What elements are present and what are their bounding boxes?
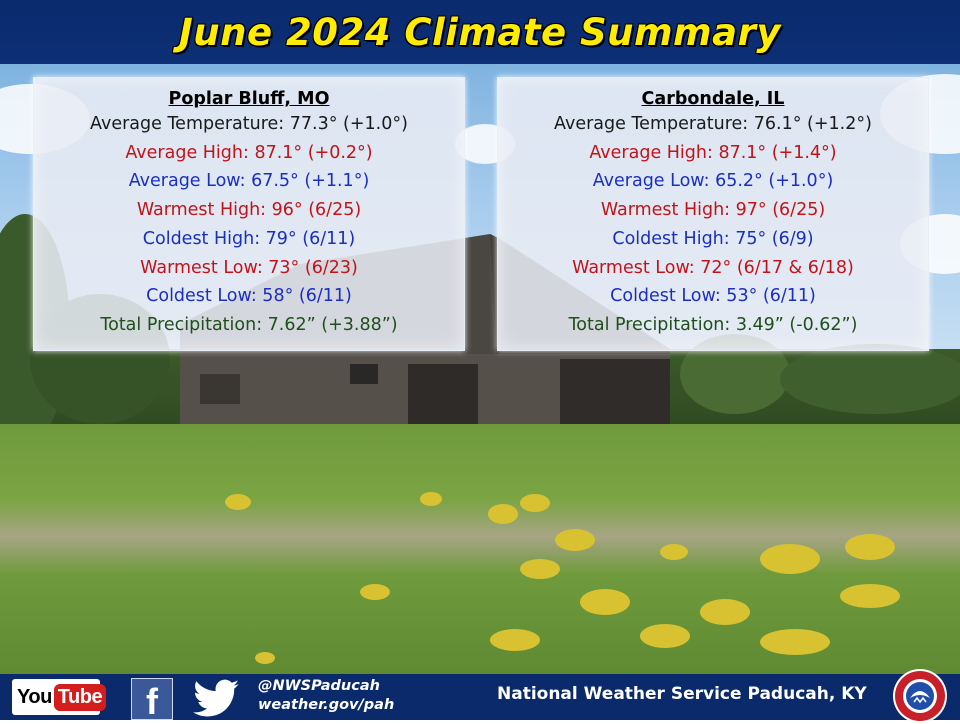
warmest-high: Warmest High: 97° (6/25) (600, 200, 826, 221)
total-precipitation: Total Precipitation: 3.49” (-0.62”) (568, 314, 858, 335)
average-high: Average High: 87.1° (+1.4°) (589, 142, 837, 163)
flower (640, 624, 690, 648)
total-precipitation: Total Precipitation: 7.62” (+3.88”) (100, 314, 398, 335)
average-temperature: Average Temperature: 77.3° (+1.0°) (90, 114, 408, 134)
youtube-icon[interactable]: You Tube (12, 679, 107, 715)
facebook-icon[interactable]: f (131, 678, 173, 720)
warmest-high: Warmest High: 96° (6/25) (136, 200, 362, 221)
coldest-low: Coldest Low: 53° (6/11) (610, 286, 816, 307)
average-low: Average Low: 65.2° (+1.0°) (592, 171, 834, 192)
coldest-high: Coldest High: 75° (6/9) (612, 228, 814, 249)
social-handle-block: @NWSPaducah weather.gov/pah (258, 677, 394, 715)
flower (520, 559, 560, 579)
flower (555, 529, 595, 551)
flower (840, 584, 900, 608)
nws-logo-icon (893, 669, 947, 723)
coldest-low: Coldest Low: 58° (6/11) (146, 286, 352, 307)
page-title: June 2024 Climate Summary (179, 10, 781, 54)
station-heading: Poplar Bluff, MO (168, 89, 330, 109)
youtube-you-text: You (17, 685, 52, 708)
warmest-low: Warmest Low: 73° (6/23) (140, 257, 358, 278)
flower (845, 534, 895, 560)
flower (700, 599, 750, 625)
average-temperature: Average Temperature: 76.1° (+1.2°) (554, 114, 872, 134)
twitter-icon[interactable] (193, 678, 241, 718)
twitter-handle[interactable]: @NWSPaducah (258, 678, 380, 694)
warmest-low: Warmest Low: 72° (6/17 & 6/18) (572, 257, 854, 278)
flower (760, 544, 820, 574)
flower (255, 652, 275, 664)
station-panel-carbondale: Carbondale, IL Average Temperature: 76.1… (497, 77, 929, 351)
office-name: National Weather Service Paducah, KY (497, 684, 867, 704)
coldest-high: Coldest High: 79° (6/11) (142, 228, 356, 249)
flower (420, 492, 442, 506)
tree (780, 344, 960, 414)
station-heading: Carbondale, IL (641, 89, 785, 109)
flower (520, 494, 550, 512)
youtube-tube-text: Tube (53, 683, 107, 711)
flower (360, 584, 390, 600)
website-link[interactable]: weather.gov/pah (258, 697, 395, 713)
title-bar: June 2024 Climate Summary (0, 0, 960, 64)
flower (760, 629, 830, 655)
station-panel-poplar-bluff: Poplar Bluff, MO Average Temperature: 77… (33, 77, 465, 351)
flower (490, 629, 540, 651)
flower (488, 504, 518, 524)
average-high: Average High: 87.1° (+0.2°) (125, 142, 373, 163)
facebook-letter: f (146, 681, 158, 722)
flower (225, 494, 251, 510)
average-low: Average Low: 67.5° (+1.1°) (128, 171, 370, 192)
flower (580, 589, 630, 615)
flower (660, 544, 688, 560)
